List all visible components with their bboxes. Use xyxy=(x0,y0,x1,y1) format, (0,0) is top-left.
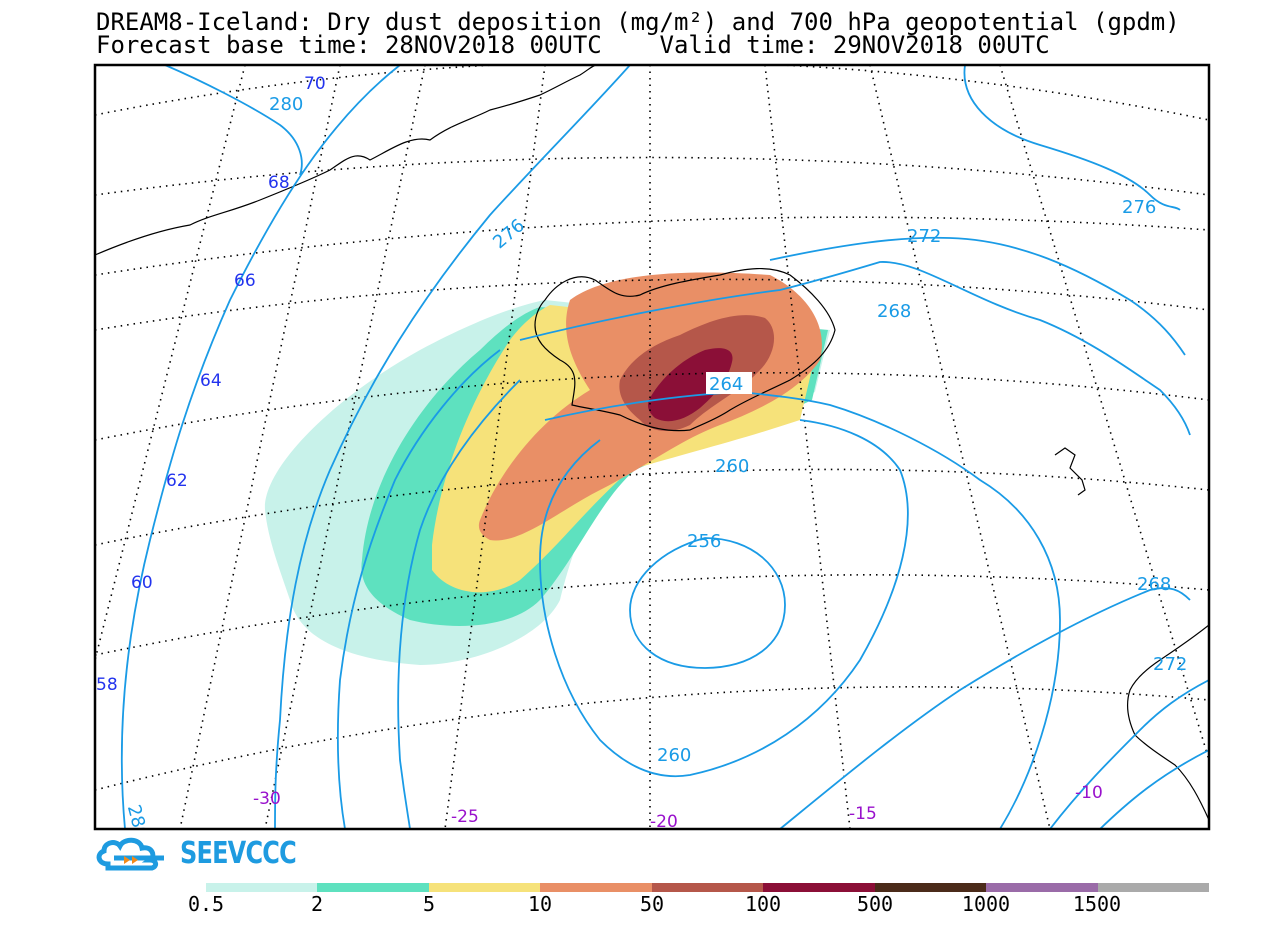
contour-label: 272 xyxy=(1153,654,1187,675)
contour-label: 276 xyxy=(1122,197,1156,218)
latitude-label: 62 xyxy=(166,471,188,491)
contour-label: 260 xyxy=(715,456,749,477)
latitude-label: 60 xyxy=(131,573,153,593)
colorbar xyxy=(206,883,1209,892)
colorbar-label: 0.5 xyxy=(187,892,225,916)
longitude-label: -20 xyxy=(650,812,678,832)
logo: SEEVCCC xyxy=(94,834,304,874)
forecast-times: Forecast base time: 28NOV2018 00UTC Vali… xyxy=(96,31,1050,59)
latitude-label: 68 xyxy=(268,173,290,193)
longitude-label: -15 xyxy=(849,804,877,824)
contour-label: 268 xyxy=(877,301,911,322)
latitude-label: 70 xyxy=(304,74,326,94)
colorbar-label: 500 xyxy=(856,892,894,916)
contour-label: 264 xyxy=(709,374,743,395)
colorbar-segment xyxy=(651,883,764,892)
colorbar-segment xyxy=(986,883,1098,892)
colorbar-label: 1500 xyxy=(1072,892,1122,916)
geopotential-contours xyxy=(120,65,1209,829)
colorbar-segment xyxy=(206,883,318,892)
contour-label: 276 xyxy=(489,215,529,253)
graticule xyxy=(95,65,1209,829)
cloud-icon xyxy=(96,837,164,871)
colorbar-label: 2 xyxy=(310,892,324,916)
map-area: 280 276 272 268 264 260 256 260 268 276 … xyxy=(95,65,1209,832)
colorbar-segment xyxy=(1097,883,1209,892)
faroe-coast xyxy=(1054,447,1086,496)
colorbar-segment xyxy=(428,883,541,892)
map-frame xyxy=(93,63,1211,831)
logo-text: SEEVCCC xyxy=(180,836,297,871)
longitude-label: -10 xyxy=(1075,783,1103,803)
colorbar-label: 100 xyxy=(744,892,782,916)
longitude-label: -30 xyxy=(253,789,281,809)
contour-label: 272 xyxy=(907,226,941,247)
colorbar-label: 50 xyxy=(639,892,665,916)
norway-coast xyxy=(1126,624,1209,821)
latitude-label: 66 xyxy=(234,271,256,291)
colorbar-labels: 0.5 2 5 10 50 100 500 1000 1500 xyxy=(0,892,1271,916)
colorbar-label: 10 xyxy=(527,892,553,916)
dust-band-100 xyxy=(647,348,733,422)
longitude-labels: -30 -25 -20 -15 -10 xyxy=(253,783,1103,832)
contour-label: 268 xyxy=(1137,574,1171,595)
colorbar-label: 1000 xyxy=(961,892,1011,916)
contour-label: 280 xyxy=(269,94,303,115)
latitude-label: 64 xyxy=(200,371,222,391)
contour-label: 260 xyxy=(657,745,691,766)
coastlines xyxy=(95,65,1209,821)
latitude-labels: 70 68 66 64 62 60 58 xyxy=(96,74,326,695)
colorbar-segment xyxy=(763,883,875,892)
contour-label: 256 xyxy=(687,531,721,552)
colorbar-segment xyxy=(540,883,652,892)
contour-labels: 280 276 272 268 264 260 256 260 268 276 … xyxy=(123,94,1188,829)
longitude-label: -25 xyxy=(451,807,479,827)
map-title: DREAM8-Iceland: Dry dust deposition (mg/… xyxy=(96,8,1180,36)
colorbar-label: 5 xyxy=(422,892,436,916)
greenland-coast xyxy=(95,65,597,256)
latitude-label: 58 xyxy=(96,675,118,695)
iceland-coast xyxy=(534,267,836,432)
colorbar-segment xyxy=(317,883,429,892)
colorbar-segment xyxy=(874,883,987,892)
